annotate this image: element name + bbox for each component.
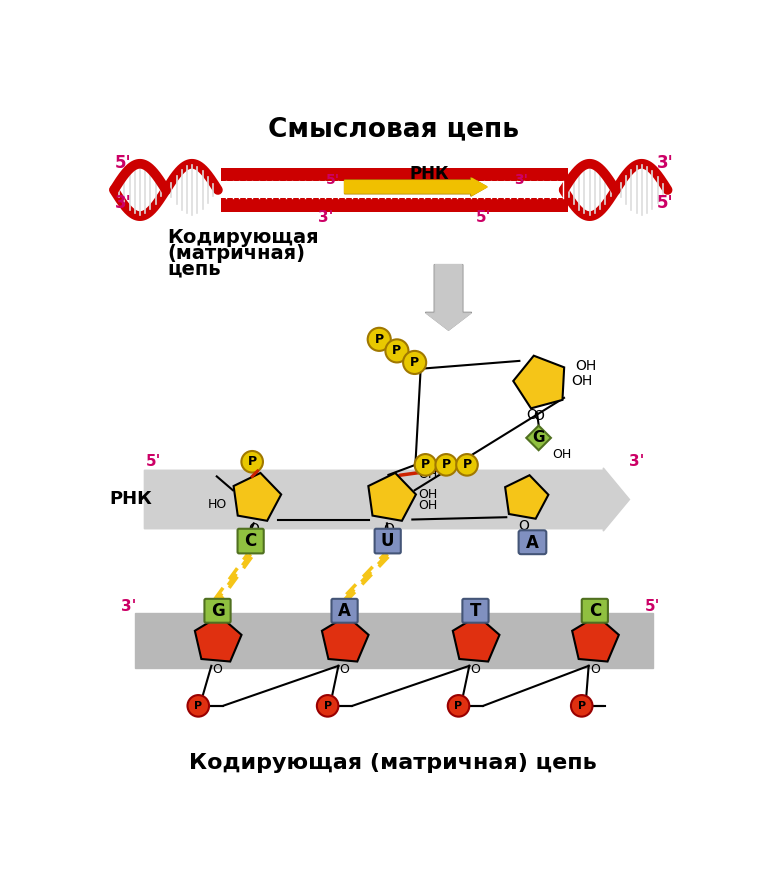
FancyBboxPatch shape xyxy=(375,529,401,554)
Text: Кодирующая (матричная) цепь: Кодирующая (матричная) цепь xyxy=(189,753,597,773)
FancyBboxPatch shape xyxy=(519,530,546,554)
Text: РНК: РНК xyxy=(410,165,449,182)
Polygon shape xyxy=(368,473,416,521)
FancyArrow shape xyxy=(145,468,630,531)
Polygon shape xyxy=(527,425,551,450)
FancyArrow shape xyxy=(345,178,487,195)
Text: A: A xyxy=(338,603,351,620)
Polygon shape xyxy=(514,356,564,409)
Text: 5': 5' xyxy=(146,455,161,469)
Text: 5': 5' xyxy=(656,194,673,213)
Polygon shape xyxy=(233,473,281,521)
Text: O: O xyxy=(213,663,223,676)
Circle shape xyxy=(414,454,436,475)
Text: O: O xyxy=(470,663,480,676)
Text: O: O xyxy=(517,520,529,533)
Text: OH: OH xyxy=(571,374,593,388)
Text: O: O xyxy=(590,663,600,676)
Text: O: O xyxy=(526,408,537,422)
Text: P: P xyxy=(578,700,586,711)
Text: T: T xyxy=(470,603,481,620)
Text: OH: OH xyxy=(574,359,596,373)
Circle shape xyxy=(368,328,391,351)
Text: O: O xyxy=(340,663,350,676)
Text: HO: HO xyxy=(207,498,226,511)
Text: C: C xyxy=(589,603,601,620)
Text: 3': 3' xyxy=(317,210,333,225)
Text: P: P xyxy=(393,344,401,358)
FancyArrow shape xyxy=(425,264,471,330)
FancyBboxPatch shape xyxy=(205,599,231,623)
Circle shape xyxy=(403,351,427,374)
Circle shape xyxy=(317,695,338,716)
Text: Кодирующая: Кодирующая xyxy=(168,229,319,247)
Text: P: P xyxy=(454,700,463,711)
Text: 5': 5' xyxy=(645,599,660,614)
Circle shape xyxy=(385,339,409,362)
Text: U: U xyxy=(381,532,394,550)
Polygon shape xyxy=(453,616,500,661)
Text: A: A xyxy=(526,534,539,552)
Polygon shape xyxy=(195,616,242,661)
Text: 5': 5' xyxy=(326,173,340,187)
Text: P: P xyxy=(375,333,383,346)
Bar xyxy=(222,167,568,182)
Text: O: O xyxy=(248,522,259,536)
Polygon shape xyxy=(572,616,619,661)
Text: P: P xyxy=(323,700,332,711)
Text: 5': 5' xyxy=(476,210,490,225)
Text: 3': 3' xyxy=(514,173,528,187)
Text: O: O xyxy=(533,409,544,424)
Text: 3': 3' xyxy=(116,194,132,213)
Text: P: P xyxy=(421,458,430,472)
Text: P: P xyxy=(442,458,450,472)
FancyArrow shape xyxy=(427,264,471,330)
Text: P: P xyxy=(463,458,471,472)
Circle shape xyxy=(436,454,457,475)
Polygon shape xyxy=(505,475,548,519)
FancyBboxPatch shape xyxy=(331,599,357,623)
Circle shape xyxy=(448,695,470,716)
Text: G: G xyxy=(532,431,545,445)
FancyArrow shape xyxy=(345,178,487,196)
Text: OH: OH xyxy=(419,467,437,481)
Circle shape xyxy=(571,695,593,716)
Text: 3': 3' xyxy=(122,599,136,614)
Circle shape xyxy=(456,454,477,475)
Text: OH: OH xyxy=(553,449,571,461)
Text: P: P xyxy=(194,700,203,711)
Text: (матричная): (матричная) xyxy=(168,244,306,263)
Circle shape xyxy=(242,451,263,473)
Text: G: G xyxy=(211,603,224,620)
FancyBboxPatch shape xyxy=(237,529,263,554)
Text: C: C xyxy=(245,532,256,550)
Polygon shape xyxy=(322,616,369,661)
Bar xyxy=(222,198,568,213)
Text: 5': 5' xyxy=(116,154,132,173)
Text: OH: OH xyxy=(419,488,437,500)
Text: 3': 3' xyxy=(656,154,673,173)
Text: РНК: РНК xyxy=(109,490,152,508)
FancyBboxPatch shape xyxy=(582,599,608,623)
Text: 3': 3' xyxy=(630,455,644,469)
Text: Смысловая цепь: Смысловая цепь xyxy=(268,116,518,142)
Text: O: O xyxy=(383,522,394,536)
Text: P: P xyxy=(410,356,419,369)
Text: P: P xyxy=(248,456,256,468)
FancyBboxPatch shape xyxy=(462,599,488,623)
Text: OH: OH xyxy=(419,499,437,512)
Bar xyxy=(136,612,653,668)
Circle shape xyxy=(188,695,209,716)
Text: цепь: цепь xyxy=(168,259,221,279)
